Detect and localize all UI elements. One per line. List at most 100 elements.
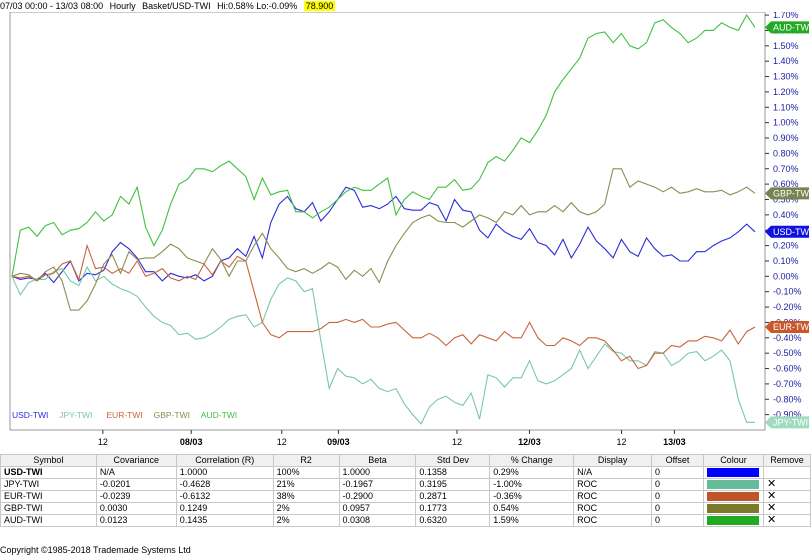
svg-text:AUD-TWI: AUD-TWI xyxy=(773,22,811,32)
legend-item-jpy-twi: JPY-TWI xyxy=(59,410,92,420)
cell-colour[interactable] xyxy=(702,490,764,503)
last-value-label-usd-twi: USD-TWI xyxy=(765,225,811,238)
series-line-jpy-twi[interactable] xyxy=(11,265,755,425)
cell-colour[interactable] xyxy=(702,502,764,515)
y-tick-label: 0.00% xyxy=(773,271,799,281)
last-value-label-gbp-twi: GBP-TWI xyxy=(765,187,811,200)
cell-std: 0.3195 xyxy=(415,478,491,491)
cell-cov: -0.0201 xyxy=(95,478,177,491)
cell-chg: 0.29% xyxy=(489,466,575,479)
cell-cov: N/A xyxy=(95,466,177,479)
column-header-beta[interactable]: Beta xyxy=(338,454,417,467)
column-header-r2[interactable]: R2 xyxy=(272,454,340,467)
colour-swatch[interactable] xyxy=(707,492,760,501)
legend-item-aud-twi: AUD-TWI xyxy=(201,410,237,420)
table-row[interactable]: GBP-TWI 0.0030 0.1249 2% 0.0957 0.1773 0.54% RO… xyxy=(0,502,811,515)
x-tick-label: 12 xyxy=(452,437,462,447)
cell-symbol: AUD-TWI xyxy=(0,514,97,527)
cell-offset: 0 xyxy=(651,514,704,527)
line-chart[interactable]: 1.70%1.60%1.50%1.40%1.30%1.20%1.10%1.00%… xyxy=(0,12,811,454)
x-tick-label: 09/03 xyxy=(327,437,350,447)
colour-swatch[interactable] xyxy=(707,516,760,525)
hi-lo: Hi:0.58% Lo:-0.09% xyxy=(217,1,298,11)
legend-item-eur-twi: EUR-TWI xyxy=(106,410,142,420)
cell-colour[interactable] xyxy=(702,514,764,527)
svg-text:USD-TWI: USD-TWI xyxy=(773,227,811,237)
remove-icon[interactable]: ✕ xyxy=(762,502,811,515)
cell-offset: 0 xyxy=(651,490,704,503)
x-tick-label: 12 xyxy=(98,437,108,447)
plot-area xyxy=(9,12,766,431)
cell-display: ROC xyxy=(573,478,653,491)
copyright: Copyright ©1985-2018 Trademade Systems L… xyxy=(0,545,191,555)
y-tick-label: 0.40% xyxy=(773,210,799,220)
svg-text:GBP-TWI: GBP-TWI xyxy=(773,188,811,198)
y-tick-label: 0.10% xyxy=(773,256,799,266)
colour-swatch[interactable] xyxy=(707,468,760,477)
cell-beta: -0.1967 xyxy=(338,478,417,491)
cell-display: N/A xyxy=(573,466,653,479)
column-header-correlation-r-[interactable]: Correlation (R) xyxy=(175,454,274,467)
x-tick-label: 12/03 xyxy=(518,437,541,447)
cell-chg: 0.54% xyxy=(489,502,575,515)
cell-beta: -0.2900 xyxy=(338,490,417,503)
y-tick-label: -0.60% xyxy=(773,364,802,374)
x-tick-label: 13/03 xyxy=(663,437,686,447)
cell-corr: 0.1249 xyxy=(175,502,274,515)
y-tick-label: -0.80% xyxy=(773,394,802,404)
colour-swatch[interactable] xyxy=(707,504,760,513)
cell-offset: 0 xyxy=(651,478,704,491)
column-header-colour[interactable]: Colour xyxy=(702,454,764,467)
y-tick-label: -0.90% xyxy=(773,410,802,420)
table-row[interactable]: EUR-TWI -0.0239 -0.6132 38% -0.2900 0.2871 -0.… xyxy=(0,490,811,503)
x-tick-label: 08/03 xyxy=(180,437,203,447)
y-tick-label: 1.30% xyxy=(773,72,799,82)
y-tick-label: 0.20% xyxy=(773,241,799,251)
cell-remove xyxy=(762,466,811,479)
interval: Hourly xyxy=(109,1,136,11)
column-header-covariance[interactable]: Covariance xyxy=(95,454,177,467)
cell-chg: -0.36% xyxy=(489,490,575,503)
series-line-eur-twi[interactable] xyxy=(11,243,756,370)
table-row[interactable]: USD-TWI N/A 1.0000 100% 1.0000 0.1358 0.29% N/A… xyxy=(0,466,811,479)
cell-beta: 0.0308 xyxy=(338,514,417,527)
y-tick-label: 1.70% xyxy=(773,12,799,20)
svg-text:EUR-TWI: EUR-TWI xyxy=(773,322,811,332)
cell-chg: 1.59% xyxy=(489,514,575,527)
cell-symbol: EUR-TWI xyxy=(0,490,97,503)
legend-item-usd-twi: USD-TWI xyxy=(12,410,48,420)
remove-icon[interactable]: ✕ xyxy=(762,514,811,527)
cell-r2: 21% xyxy=(272,478,340,491)
cell-symbol: JPY-TWI xyxy=(0,478,97,491)
x-tick-label: 12 xyxy=(277,437,287,447)
cell-std: 0.1358 xyxy=(415,466,491,479)
table-row[interactable]: JPY-TWI -0.0201 -0.4628 21% -0.1967 0.3195 -1.… xyxy=(0,478,811,491)
column-header-display[interactable]: Display xyxy=(573,454,653,467)
cell-symbol: GBP-TWI xyxy=(0,502,97,515)
cell-display: ROC xyxy=(573,514,653,527)
stats-table: Symbol Covariance Correlation (R) R2 Beta Std… xyxy=(0,454,811,527)
cell-r2: 2% xyxy=(272,502,340,515)
remove-icon[interactable]: ✕ xyxy=(762,478,811,491)
cell-offset: 0 xyxy=(651,502,704,515)
column-header-std-dev[interactable]: Std Dev xyxy=(415,454,491,467)
table-row[interactable]: AUD-TWI 0.0123 0.1435 2% 0.0308 0.6320 1.59% RO… xyxy=(0,514,811,527)
column-header--change[interactable]: % Change xyxy=(489,454,575,467)
y-tick-label: 1.00% xyxy=(773,118,799,128)
series-line-gbp-twi[interactable] xyxy=(11,168,756,311)
remove-icon[interactable]: ✕ xyxy=(762,490,811,503)
y-tick-label: -0.50% xyxy=(773,348,802,358)
cell-colour[interactable] xyxy=(702,478,764,491)
column-header-symbol[interactable]: Symbol xyxy=(0,454,97,467)
column-header-remove[interactable]: Remove xyxy=(762,454,811,467)
cell-colour[interactable] xyxy=(702,466,764,479)
x-tick-label: 12 xyxy=(617,437,627,447)
y-tick-label: -0.10% xyxy=(773,287,802,297)
colour-swatch[interactable] xyxy=(707,480,760,489)
cell-r2: 38% xyxy=(272,490,340,503)
y-tick-label: -0.70% xyxy=(773,379,802,389)
series-line-usd-twi[interactable] xyxy=(11,186,756,284)
last-value-label-jpy-twi: JPY-TWI xyxy=(765,416,809,429)
series-line-aud-twi[interactable] xyxy=(11,14,756,277)
column-header-offset[interactable]: Offset xyxy=(651,454,704,467)
